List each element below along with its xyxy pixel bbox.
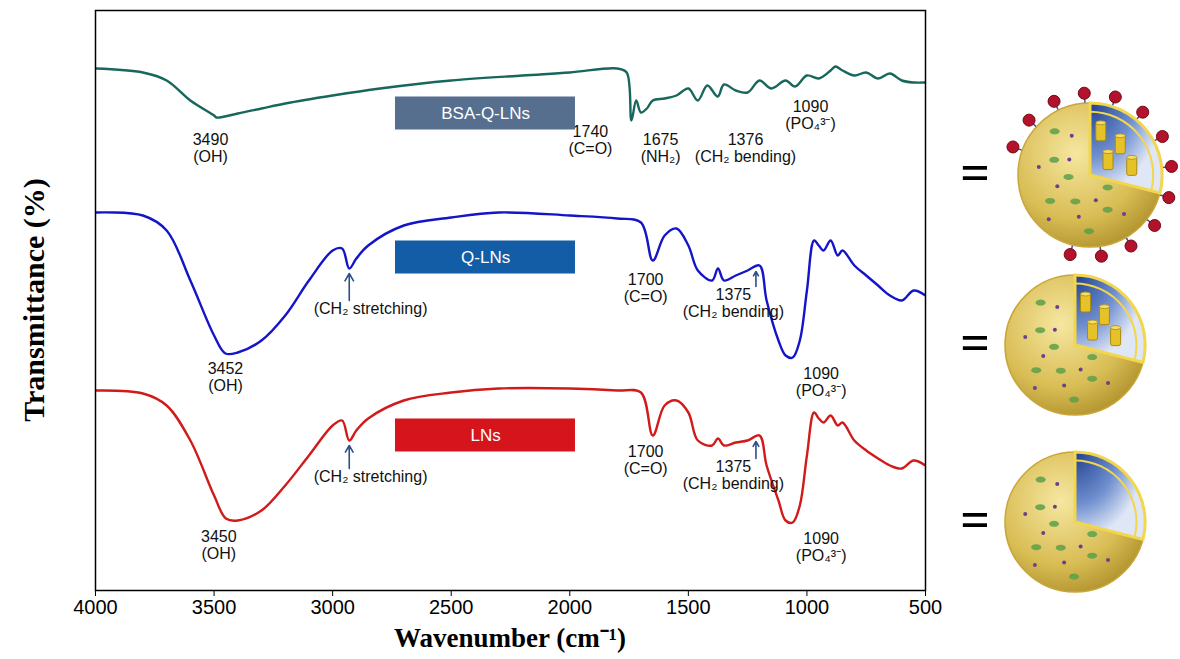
svg-text:1375(CH₂ bending): 1375(CH₂ bending) bbox=[683, 286, 784, 320]
svg-text:Q-LNs: Q-LNs bbox=[461, 248, 510, 267]
svg-text:2500: 2500 bbox=[429, 596, 474, 618]
svg-text:1375(CH₂ bending): 1375(CH₂ bending) bbox=[683, 458, 784, 492]
svg-text:=: = bbox=[960, 314, 990, 371]
svg-text:=: = bbox=[960, 491, 990, 548]
svg-text:1675(NH₂): 1675(NH₂) bbox=[641, 131, 681, 165]
svg-text:1090(PO₄³⁻): 1090(PO₄³⁻) bbox=[796, 530, 847, 564]
svg-text:1740(C=O): 1740(C=O) bbox=[568, 123, 612, 157]
svg-text:(CH₂ stretching): (CH₂ stretching) bbox=[314, 468, 428, 485]
svg-text:3490(OH): 3490(OH) bbox=[193, 131, 229, 165]
svg-text:4000: 4000 bbox=[73, 596, 118, 618]
svg-text:1000: 1000 bbox=[785, 596, 830, 618]
svg-text:1500: 1500 bbox=[666, 596, 711, 618]
svg-text:1700(C=O): 1700(C=O) bbox=[624, 271, 668, 305]
svg-text:1090(PO₄³⁻): 1090(PO₄³⁻) bbox=[785, 98, 836, 132]
svg-text:2000: 2000 bbox=[548, 596, 593, 618]
html-text:Wavenumber (cm⁻¹): Wavenumber (cm⁻¹) bbox=[394, 623, 626, 653]
svg-text:1700(C=O): 1700(C=O) bbox=[624, 443, 668, 477]
svg-text:BSA-Q-LNs: BSA-Q-LNs bbox=[441, 104, 530, 123]
svg-text:3450(OH): 3450(OH) bbox=[201, 528, 237, 562]
svg-text:1376(CH₂ bending): 1376(CH₂ bending) bbox=[695, 131, 796, 165]
html-text:Transmittance (%): Transmittance (%) bbox=[17, 178, 50, 422]
svg-text:(CH₂ stretching): (CH₂ stretching) bbox=[314, 300, 428, 317]
svg-text:1090(PO₄³⁻): 1090(PO₄³⁻) bbox=[796, 365, 847, 399]
svg-text:=: = bbox=[960, 144, 990, 201]
svg-text:500: 500 bbox=[909, 596, 942, 618]
svg-text:3452(OH): 3452(OH) bbox=[208, 360, 244, 394]
svg-text:3500: 3500 bbox=[192, 596, 237, 618]
svg-text:LNs: LNs bbox=[470, 426, 500, 445]
svg-text:3000: 3000 bbox=[310, 596, 355, 618]
